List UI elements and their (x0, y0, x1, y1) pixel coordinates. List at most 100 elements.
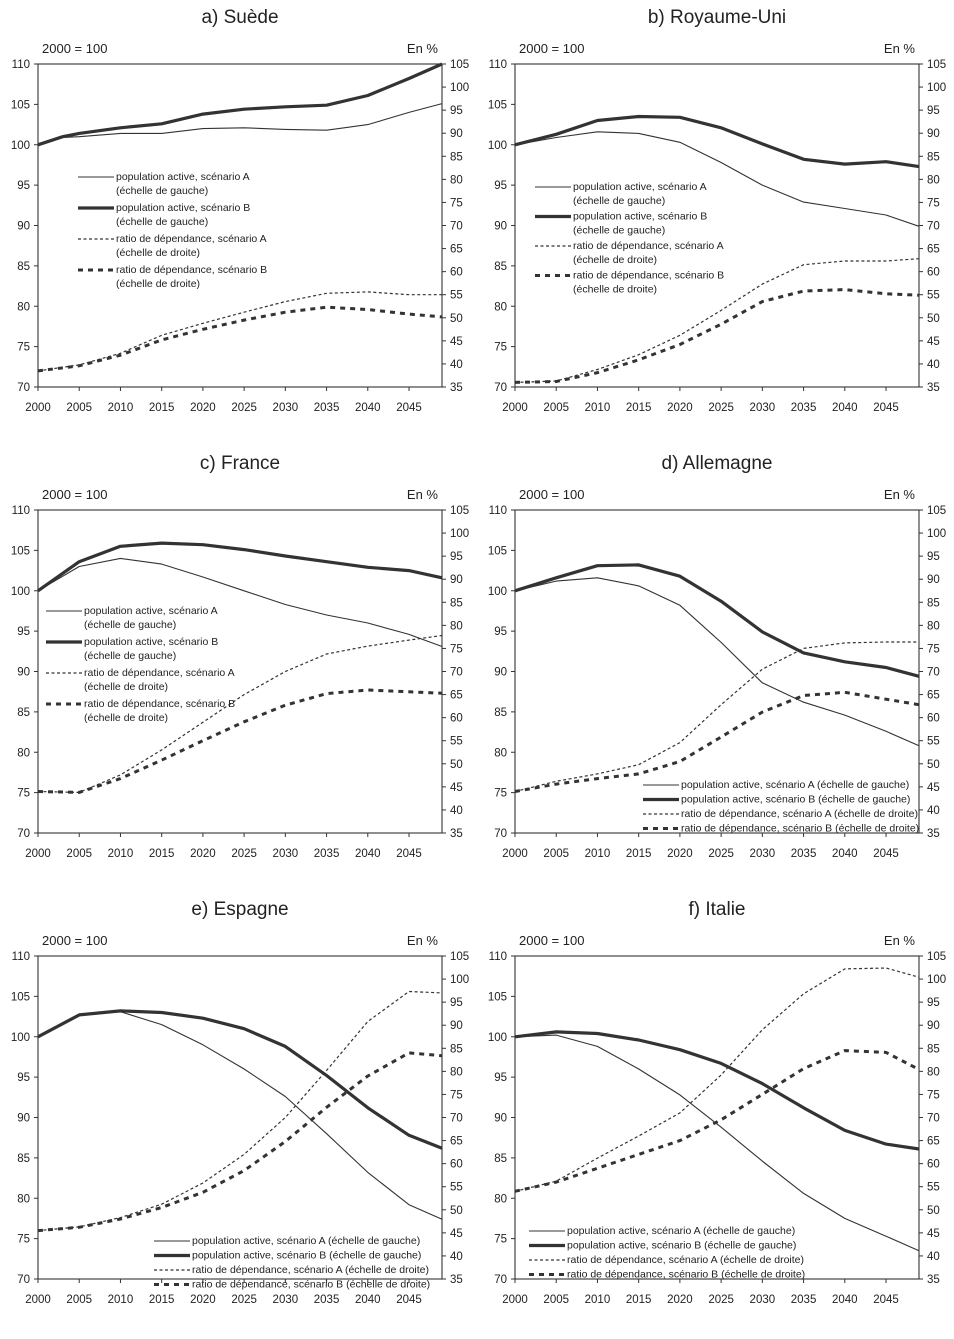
x-tick-label: 2040 (832, 402, 858, 414)
chart-title: f) Italie (688, 899, 745, 920)
x-tick-label: 2025 (231, 1294, 257, 1306)
right-tick-label: 60 (927, 1159, 940, 1171)
right-tick-label: 60 (927, 267, 940, 279)
left-tick-label: 90 (17, 667, 30, 679)
series-line-1 (37, 103, 443, 146)
legend-scale-label: (échelle de gauche) (573, 195, 665, 207)
right-tick-label: 75 (450, 1089, 463, 1101)
left-tick-label: 100 (488, 1032, 507, 1044)
right-tick-label: 90 (927, 1020, 940, 1032)
left-tick-label: 80 (494, 1193, 507, 1205)
x-tick-label: 2040 (355, 1294, 381, 1306)
left-unit-label: 2000 = 100 (42, 933, 107, 948)
series-line-2 (37, 62, 443, 147)
right-tick-label: 95 (450, 551, 463, 563)
x-tick-label: 2045 (396, 848, 422, 860)
right-tick-label: 35 (450, 828, 463, 840)
series-line-3 (37, 291, 442, 372)
right-tick-label: 70 (927, 1113, 940, 1125)
left-tick-label: 80 (494, 301, 507, 313)
x-tick-label: 2030 (750, 402, 776, 414)
chart-france: c) France 2000 = 100 En % 2000 2005 2010 2015 2… (11, 453, 469, 860)
legend-label: population active, scénario A (116, 171, 250, 183)
x-tick-label: 2010 (108, 848, 134, 860)
x-tick-label: 2025 (231, 402, 257, 414)
legend-label: ratio de dépendance, scénario A (échelle… (567, 1254, 804, 1266)
x-tick-label: 2020 (667, 848, 693, 860)
x-tick-label: 2020 (190, 848, 216, 860)
x-tick-label: 2045 (873, 848, 899, 860)
legend-label: ratio de dépendance, scénario B (84, 698, 235, 710)
left-tick-label: 95 (494, 626, 507, 638)
right-tick-label: 40 (450, 359, 463, 371)
left-tick-label: 110 (12, 951, 30, 963)
x-tick-label: 2030 (750, 1294, 776, 1306)
right-tick-label: 105 (927, 951, 946, 963)
series-line-2 (514, 563, 920, 678)
right-unit-label: En % (407, 41, 439, 56)
x-tick-label: 2000 (25, 848, 51, 860)
legend-label: ratio de dépendance, scénario A (84, 667, 235, 679)
legend-label: population active, scénario B (échelle d… (192, 1250, 421, 1262)
left-tick-label: 110 (12, 59, 30, 71)
right-tick-label: 55 (450, 736, 463, 748)
chart-suede: a) Suède 2000 = 100 En % 2000 2005 2010 2015 20… (11, 7, 469, 414)
right-tick-label: 70 (450, 1113, 463, 1125)
right-tick-label: 75 (450, 643, 463, 655)
left-tick-label: 90 (17, 221, 30, 233)
right-tick-label: 75 (927, 1089, 940, 1101)
x-tick-label: 2025 (708, 1294, 734, 1306)
left-unit-label: 2000 = 100 (42, 41, 107, 56)
right-tick-label: 85 (927, 1043, 940, 1055)
right-tick-label: 85 (927, 151, 940, 163)
left-tick-label: 80 (17, 301, 30, 313)
right-tick-label: 35 (450, 1274, 463, 1286)
left-tick-label: 80 (494, 747, 507, 759)
right-tick-label: 85 (450, 151, 463, 163)
series-line-1 (37, 557, 443, 648)
right-tick-label: 95 (450, 997, 463, 1009)
x-tick-label: 2020 (667, 402, 693, 414)
legend-scale-label: (échelle de gauche) (84, 619, 176, 631)
left-unit-label: 2000 = 100 (519, 41, 584, 56)
legend-label: ratio de dépendance, scénario B (échelle… (192, 1279, 430, 1291)
series-line-4 (514, 1049, 920, 1193)
legend-label: population active, scénario A (échelle d… (192, 1235, 420, 1247)
left-tick-label: 95 (494, 1072, 507, 1084)
x-tick-label: 2015 (149, 848, 175, 860)
x-tick-label: 2045 (396, 1294, 422, 1306)
left-tick-label: 100 (11, 140, 30, 152)
left-tick-label: 75 (17, 788, 30, 800)
x-tick-label: 2030 (750, 848, 776, 860)
left-tick-label: 80 (17, 1193, 30, 1205)
panel-royaume-uni: b) Royaume-Uni 2000 = 100 En % 2000 2005 2010… (477, 0, 954, 446)
legend-label: ratio de dépendance, scénario B (573, 270, 724, 282)
chart-title: b) Royaume-Uni (648, 7, 786, 28)
left-tick-label: 70 (494, 382, 507, 394)
chart-title: c) France (200, 453, 280, 474)
legend-label: population active, scénario B (échelle d… (681, 794, 910, 806)
right-tick-label: 65 (927, 1136, 940, 1148)
x-tick-label: 2025 (708, 402, 734, 414)
right-tick-label: 40 (927, 805, 940, 817)
right-tick-label: 95 (927, 105, 940, 117)
series-line-3 (37, 634, 443, 793)
x-tick-label: 2035 (791, 1294, 817, 1306)
left-tick-label: 105 (488, 545, 507, 557)
series-line-2 (37, 541, 443, 593)
right-tick-label: 105 (450, 951, 469, 963)
right-tick-label: 70 (450, 221, 463, 233)
right-tick-label: 35 (927, 1274, 940, 1286)
legend-scale-label: (échelle de gauche) (116, 216, 208, 228)
left-tick-label: 110 (12, 505, 30, 517)
left-tick-label: 95 (17, 180, 30, 192)
right-tick-label: 80 (927, 174, 940, 186)
left-tick-label: 70 (17, 382, 30, 394)
legend-label: ratio de dépendance, scénario B (échelle… (681, 823, 919, 835)
right-tick-label: 95 (927, 997, 940, 1009)
right-unit-label: En % (407, 487, 439, 502)
x-tick-label: 2005 (543, 402, 569, 414)
right-tick-label: 90 (450, 128, 463, 140)
x-tick-label: 2010 (108, 402, 134, 414)
x-tick-label: 2030 (273, 402, 299, 414)
